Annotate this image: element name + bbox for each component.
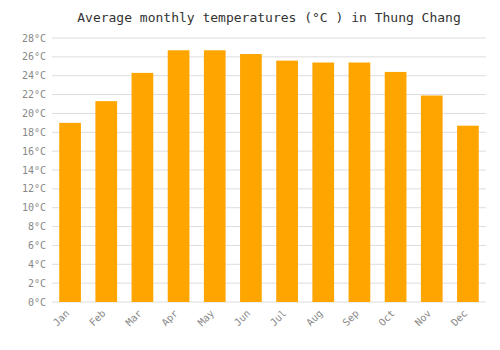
- bar: [204, 50, 226, 302]
- grid-line: [52, 94, 486, 95]
- grid-line: [52, 38, 486, 39]
- y-tick-label: 18°C: [22, 127, 46, 138]
- bar: [276, 61, 298, 302]
- y-tick-label: 14°C: [22, 165, 46, 176]
- x-tick-label: Aug: [304, 308, 325, 329]
- x-tick-label: Jan: [51, 308, 72, 329]
- x-tick-label: Jun: [232, 308, 253, 329]
- grid: [52, 38, 486, 302]
- y-tick-label: 22°C: [22, 89, 46, 100]
- y-tick-label: 12°C: [22, 183, 46, 194]
- y-tick-label: 10°C: [22, 202, 46, 213]
- y-tick-label: 6°C: [28, 240, 46, 251]
- bar: [59, 123, 81, 302]
- bar: [312, 63, 334, 302]
- bar: [95, 101, 117, 302]
- grid-line: [52, 75, 486, 76]
- x-tick-label: Dec: [449, 308, 470, 329]
- y-tick-label: 4°C: [28, 259, 46, 270]
- bar: [385, 72, 407, 302]
- title: Average monthly temperatures (°C ) in Th…: [77, 10, 461, 25]
- y-tick-label: 24°C: [22, 70, 46, 81]
- y-tick-label: 16°C: [22, 146, 46, 157]
- bar: [240, 54, 262, 302]
- bar: [132, 73, 154, 302]
- x-tick-label: Oct: [376, 308, 397, 329]
- bar: [421, 96, 443, 302]
- x-tick-label: Sep: [340, 308, 361, 329]
- grid-line: [52, 56, 486, 57]
- bar: [168, 50, 190, 302]
- x-tick-label: Feb: [87, 308, 108, 329]
- x-tick-label: Jul: [268, 308, 289, 329]
- bars: [59, 50, 479, 302]
- y-tick-label: 28°C: [22, 33, 46, 44]
- bar: [349, 63, 371, 302]
- y-tick-label: 20°C: [22, 108, 46, 119]
- y-tick-label: 8°C: [28, 221, 46, 232]
- x-tick-label: May: [196, 308, 217, 329]
- y-tick-label: 0°C: [28, 297, 46, 308]
- x-tick-label: Apr: [159, 308, 180, 329]
- bar: [457, 126, 479, 302]
- y-tick-label: 2°C: [28, 278, 46, 289]
- x-tick-label: Mar: [123, 308, 144, 329]
- chart: Average monthly temperatures (°C ) in Th…: [0, 0, 500, 350]
- y-tick-label: 26°C: [22, 51, 46, 62]
- chart-container: Average monthly temperatures (°C ) in Th…: [0, 0, 500, 350]
- x-tick-label: Nov: [413, 308, 434, 329]
